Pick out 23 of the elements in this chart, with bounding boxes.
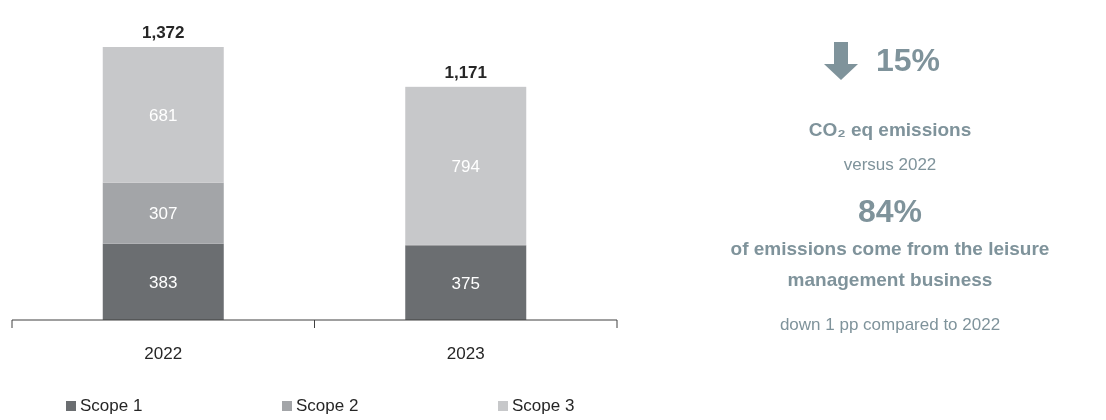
data-label: 307	[149, 204, 178, 224]
data-label: 794	[451, 156, 480, 176]
x-tick-label: 2023	[446, 344, 485, 363]
data-label: 375	[451, 273, 480, 293]
text: 84%	[857, 193, 923, 229]
legend-label: Scope 2	[296, 396, 359, 415]
total-label: 1,171	[444, 62, 488, 82]
bar	[102, 182, 224, 244]
legend-label: Scope 1	[80, 396, 143, 415]
bar	[405, 86, 527, 245]
bar	[102, 243, 224, 320]
x-tick-label: 2022	[144, 344, 183, 363]
text: down 1 pp compared to 2022	[779, 315, 1001, 334]
total-label: 1,372	[141, 23, 185, 42]
bar	[102, 47, 224, 183]
legend-label: Scope 3	[512, 396, 575, 415]
data-label: 681	[149, 105, 178, 125]
text: versus 2022	[843, 155, 937, 174]
data-label: 383	[149, 272, 178, 292]
text: of emissions come from the leisure management business	[730, 238, 1050, 290]
text: CO₂ eq emissions	[808, 119, 972, 140]
text: 15%	[876, 42, 941, 78]
bar	[405, 245, 527, 320]
